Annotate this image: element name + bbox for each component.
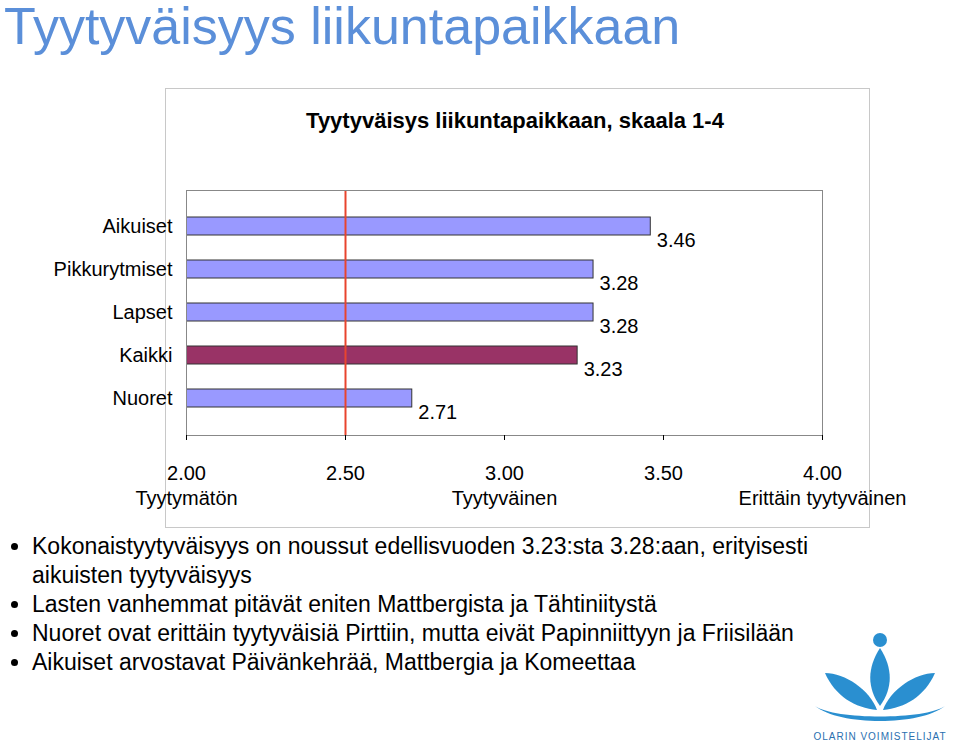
svg-text:2.50: 2.50 <box>326 462 365 484</box>
svg-text:3.46: 3.46 <box>657 229 696 251</box>
svg-text:Aikuiset: Aikuiset <box>102 215 172 237</box>
html-text:Tyytyväisys liikuntapaikkaan,: Tyytyväisys liikuntapaikkaan, skaala 1-4 <box>306 108 724 133</box>
html-text:Nuoret ovat erittäin tyytyväis: Nuoret ovat erittäin tyytyväisiä Pirttii… <box>32 620 794 646</box>
svg-text:3.28: 3.28 <box>600 272 639 294</box>
svg-text:3.23: 3.23 <box>584 358 623 380</box>
svg-text:2.00Tyytymätön: 2.00Tyytymätön <box>135 462 237 509</box>
svg-text:OLARIN VOIMISTELIJAT: OLARIN VOIMISTELIJAT <box>813 731 946 742</box>
svg-text:4.00Erittäin tyytyväinen: 4.00Erittäin tyytyväinen <box>739 462 907 509</box>
svg-text:3.00Tyytyväinen: 3.00Tyytyväinen <box>452 462 558 509</box>
svg-text:Pikkurytmiset: Pikkurytmiset <box>54 258 173 280</box>
svg-text:Nuoret: Nuoret <box>112 387 172 409</box>
html-text:Lasten vanhemmat pitävät enite: Lasten vanhemmat pitävät eniten Mattberg… <box>32 591 657 617</box>
svg-text:2.71: 2.71 <box>418 401 457 423</box>
html-text:Kokonaistyytyväisyys on noussu: Kokonaistyytyväisyys on noussut edellisv… <box>32 533 809 588</box>
svg-text:Lapset: Lapset <box>112 301 172 323</box>
svg-text:3.28: 3.28 <box>600 315 639 337</box>
svg-text:Kaikki: Kaikki <box>119 344 172 366</box>
html-text:Aikuiset arvostavat Päivänkehr: Aikuiset arvostavat Päivänkehrää, Mattbe… <box>32 649 636 675</box>
svg-text:3.50: 3.50 <box>644 462 683 484</box>
